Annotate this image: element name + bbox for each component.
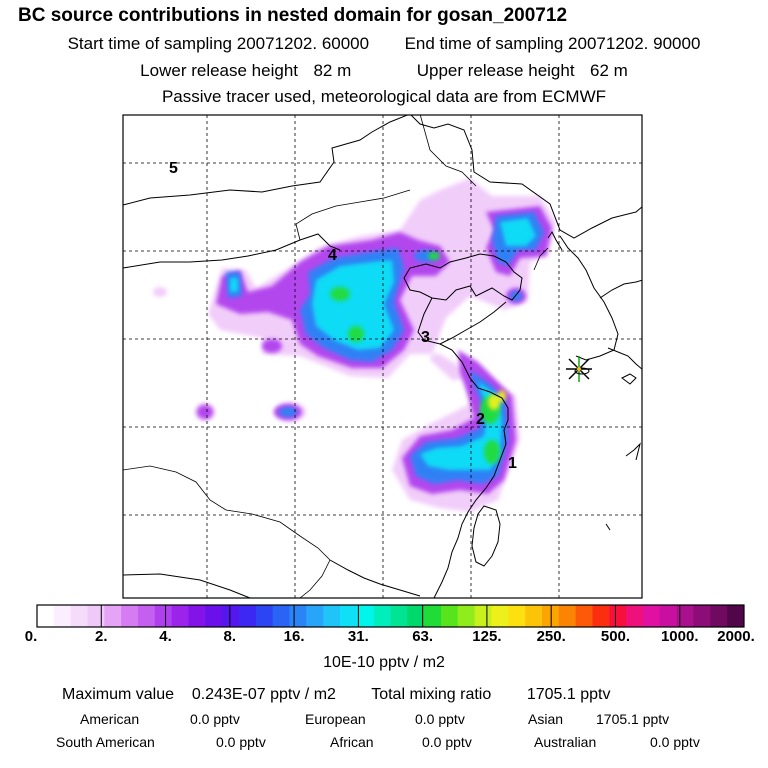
colorbar-cell — [592, 605, 610, 627]
end-time-value: 20071202. 90000 — [568, 34, 701, 53]
colorbar-cell — [37, 605, 55, 627]
colorbar-cell — [222, 605, 240, 627]
source-african-name: African — [330, 734, 374, 750]
region-label-4: 4 — [328, 247, 337, 264]
colorbar-cell — [727, 605, 745, 627]
colorbar-cell — [205, 605, 223, 627]
colorbar-units: 10E-10 pptv / m2 — [323, 654, 445, 671]
colorbar-cell — [424, 605, 442, 627]
colorbar-cell — [693, 605, 711, 627]
release-height-line: Lower release height 82 m Upper release … — [0, 61, 768, 81]
colorbar-tick-label: 0. — [24, 628, 38, 645]
colorbar-cell — [676, 605, 694, 627]
colorbar-cell — [441, 605, 459, 627]
map-frame — [122, 114, 643, 599]
total-mixing-label: Total mixing ratio — [371, 686, 492, 703]
colorbar-cell — [525, 605, 543, 627]
colorbar-cell — [289, 605, 307, 627]
source-european-value: 0.0 pptv — [415, 711, 465, 727]
lower-height-value: 82 m — [313, 61, 352, 80]
max-value-line: Maximum value 0.243E-07 pptv / m2 Total … — [62, 686, 610, 704]
colorbar-tick-label: 1000. — [660, 628, 699, 645]
source-african-value: 0.0 pptv — [422, 734, 472, 750]
end-time-label: End time of sampling — [404, 34, 564, 53]
colorbar-cell — [407, 605, 425, 627]
colorbar-cell — [643, 605, 661, 627]
max-value: 0.243E-07 pptv / m2 — [191, 686, 336, 703]
colorbar-cell — [53, 605, 72, 627]
colorbar-cell — [188, 605, 206, 627]
source-australian-name: Australian — [534, 734, 597, 750]
source-european-name: European — [305, 711, 366, 727]
colorbar-cell — [87, 605, 105, 627]
source-australian-value: 0.0 pptv — [650, 734, 700, 750]
plume-field — [153, 178, 556, 512]
colorbar-cell — [710, 605, 728, 627]
country-borders — [123, 115, 549, 598]
tracer-note: Passive tracer used, meteorological data… — [161, 87, 607, 106]
colorbar-tick-label: 2000. — [717, 628, 755, 645]
colorbar-cell — [323, 605, 341, 627]
colorbar-cell — [171, 605, 189, 627]
max-value-label: Maximum value — [62, 686, 175, 703]
colorbar-cell — [272, 605, 290, 627]
colorbar-tick-label: 2. — [95, 628, 108, 645]
figure-title: BC source contributions in nested domain… — [18, 5, 568, 26]
colorbar-cell — [390, 605, 408, 627]
colorbar-cell — [154, 605, 173, 627]
region-label-2: 2 — [476, 411, 485, 428]
upper-height-label: Upper release height — [416, 61, 575, 80]
region-label-5: 5 — [169, 160, 178, 177]
colorbar-tick-label: 31. — [347, 628, 369, 645]
source-asian-value: 1705.1 pptv — [596, 711, 670, 727]
colorbar-tick-label: 8. — [223, 628, 237, 645]
colorbar-cell — [70, 605, 88, 627]
colorbar-cell — [255, 605, 274, 627]
colorbar-cell — [239, 605, 257, 627]
colorbar-tick-label: 250. — [536, 628, 566, 645]
colorbar-cell — [491, 605, 509, 627]
star-burst-icon — [566, 356, 592, 382]
colorbar-cell — [373, 605, 391, 627]
colorbar-tick-label: 4. — [159, 628, 172, 645]
colorbar-cell — [104, 605, 122, 627]
source-south-american-value: 0.0 pptv — [216, 734, 266, 750]
colorbar-cell — [138, 605, 156, 627]
colorbar-cell — [659, 605, 678, 627]
source-south-american-name: South American — [56, 734, 155, 750]
colorbar-cell — [609, 605, 627, 627]
colorbar-tick-labels: 0. 2. 4. 8. 16. 31. 63. 125. 250. 500. 1000. 2000. — [0, 628, 768, 648]
source-american-name: American — [80, 711, 140, 727]
region-label-3: 3 — [421, 329, 430, 346]
source-american-value: 0.0 pptv — [190, 711, 240, 727]
lat-lon-grid — [123, 115, 642, 598]
colorbar-cell — [121, 605, 139, 627]
sampling-time-line: Start time of sampling 20071202. 60000 E… — [0, 34, 768, 54]
total-mixing-value: 1705.1 pptv — [526, 686, 611, 703]
colorbar-cell — [558, 605, 577, 627]
region-label-1: 1 — [508, 455, 517, 472]
colorbar-cell — [474, 605, 492, 627]
colorbar-cell — [575, 605, 593, 627]
colorbar-cell — [626, 605, 644, 627]
start-time-value: 20071202. 60000 — [236, 34, 370, 53]
start-time-label: Start time of sampling — [67, 34, 232, 53]
colorbar-tick-label: 500. — [600, 628, 631, 645]
colorbar-tick-label: 125. — [472, 628, 502, 645]
colorbar-cell — [340, 605, 358, 627]
colorbar-tick-label: 63. — [412, 628, 434, 645]
coastlines — [123, 115, 642, 598]
colorbar-cell — [508, 605, 526, 627]
lower-height-label: Lower release height — [140, 61, 298, 80]
colorbar-cell — [356, 605, 375, 627]
colorbar-cell — [542, 605, 560, 627]
colorbar-tick-label: 16. — [283, 628, 305, 645]
colorbar-cell — [306, 605, 324, 627]
colorbar-cell — [457, 605, 476, 627]
source-asian-name: Asian — [528, 711, 564, 727]
upper-height-value: 62 m — [590, 61, 628, 80]
